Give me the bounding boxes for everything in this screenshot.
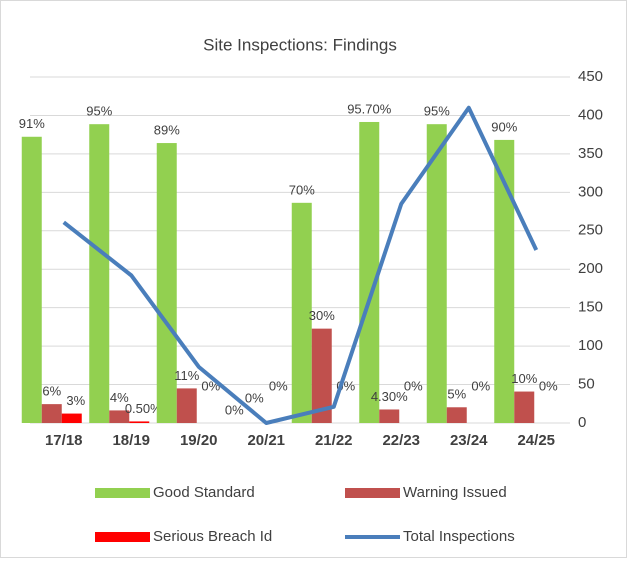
bar [61, 413, 82, 423]
y2-tick-label: 400 [578, 106, 603, 123]
data-label: 95% [86, 104, 112, 119]
data-label: 30% [309, 308, 335, 323]
x-tick-label: 21/22 [315, 432, 353, 449]
x-tick-label: 18/19 [112, 432, 150, 449]
data-label: 0.50% [125, 401, 162, 416]
bar [446, 407, 467, 423]
data-label: 10% [511, 371, 537, 386]
y2-tick-label: 450 [578, 68, 603, 85]
x-tick-label: 19/20 [180, 432, 218, 449]
data-label: 0% [269, 378, 288, 393]
data-label: 11% [174, 368, 199, 383]
x-tick-label: 24/25 [517, 432, 555, 449]
bar [156, 143, 177, 423]
bar [426, 124, 447, 423]
x-tick-label: 23/24 [450, 432, 488, 449]
data-label: 95.70% [347, 101, 392, 116]
y2-tick-label: 150 [578, 299, 603, 316]
bar [41, 404, 62, 423]
bar [494, 139, 515, 423]
y2-tick-label: 50 [578, 376, 595, 393]
y2-tick-label: 300 [578, 183, 603, 200]
legend-swatch [95, 488, 150, 498]
data-label: 0% [245, 390, 264, 405]
bar [21, 136, 42, 423]
x-tick-label: 17/18 [45, 432, 83, 449]
bar [514, 391, 535, 423]
data-label: 0% [225, 402, 244, 417]
y2-tick-label: 0 [578, 414, 586, 431]
bar [311, 328, 332, 423]
data-label: 0% [471, 378, 490, 393]
legend-label: Good Standard [153, 484, 255, 501]
bar [379, 409, 400, 423]
data-label: 91% [19, 116, 45, 131]
data-label: 3% [66, 393, 85, 408]
data-label: 0% [404, 378, 423, 393]
legend-swatch [95, 532, 150, 542]
data-label: 5% [447, 387, 466, 402]
y2-tick-label: 200 [578, 260, 603, 277]
y2-tick-label: 100 [578, 337, 603, 354]
data-label: 4.30% [371, 389, 408, 404]
x-tick-label: 20/21 [247, 432, 285, 449]
line [62, 105, 539, 425]
legend-label: Total Inspections [403, 528, 515, 545]
bar [291, 202, 312, 423]
data-label: 0% [539, 378, 558, 393]
bar [176, 388, 197, 423]
bar [109, 410, 130, 423]
bar [89, 124, 110, 423]
data-label: 6% [42, 384, 61, 399]
legend-swatch [345, 488, 400, 498]
data-label: 89% [154, 122, 180, 137]
data-label: 70% [289, 182, 315, 197]
bar [129, 421, 150, 423]
data-label: 95% [424, 104, 450, 119]
x-tick-label: 22/23 [382, 432, 420, 449]
data-label: 90% [491, 119, 517, 134]
chart-title: Site Inspections: Findings [203, 35, 397, 54]
bar [359, 121, 380, 423]
y2-tick-label: 250 [578, 222, 603, 239]
data-label: 4% [110, 390, 129, 405]
legend-label: Warning Issued [403, 484, 507, 501]
y2-tick-label: 350 [578, 145, 603, 162]
legend-label: Serious Breach Id [153, 528, 272, 545]
